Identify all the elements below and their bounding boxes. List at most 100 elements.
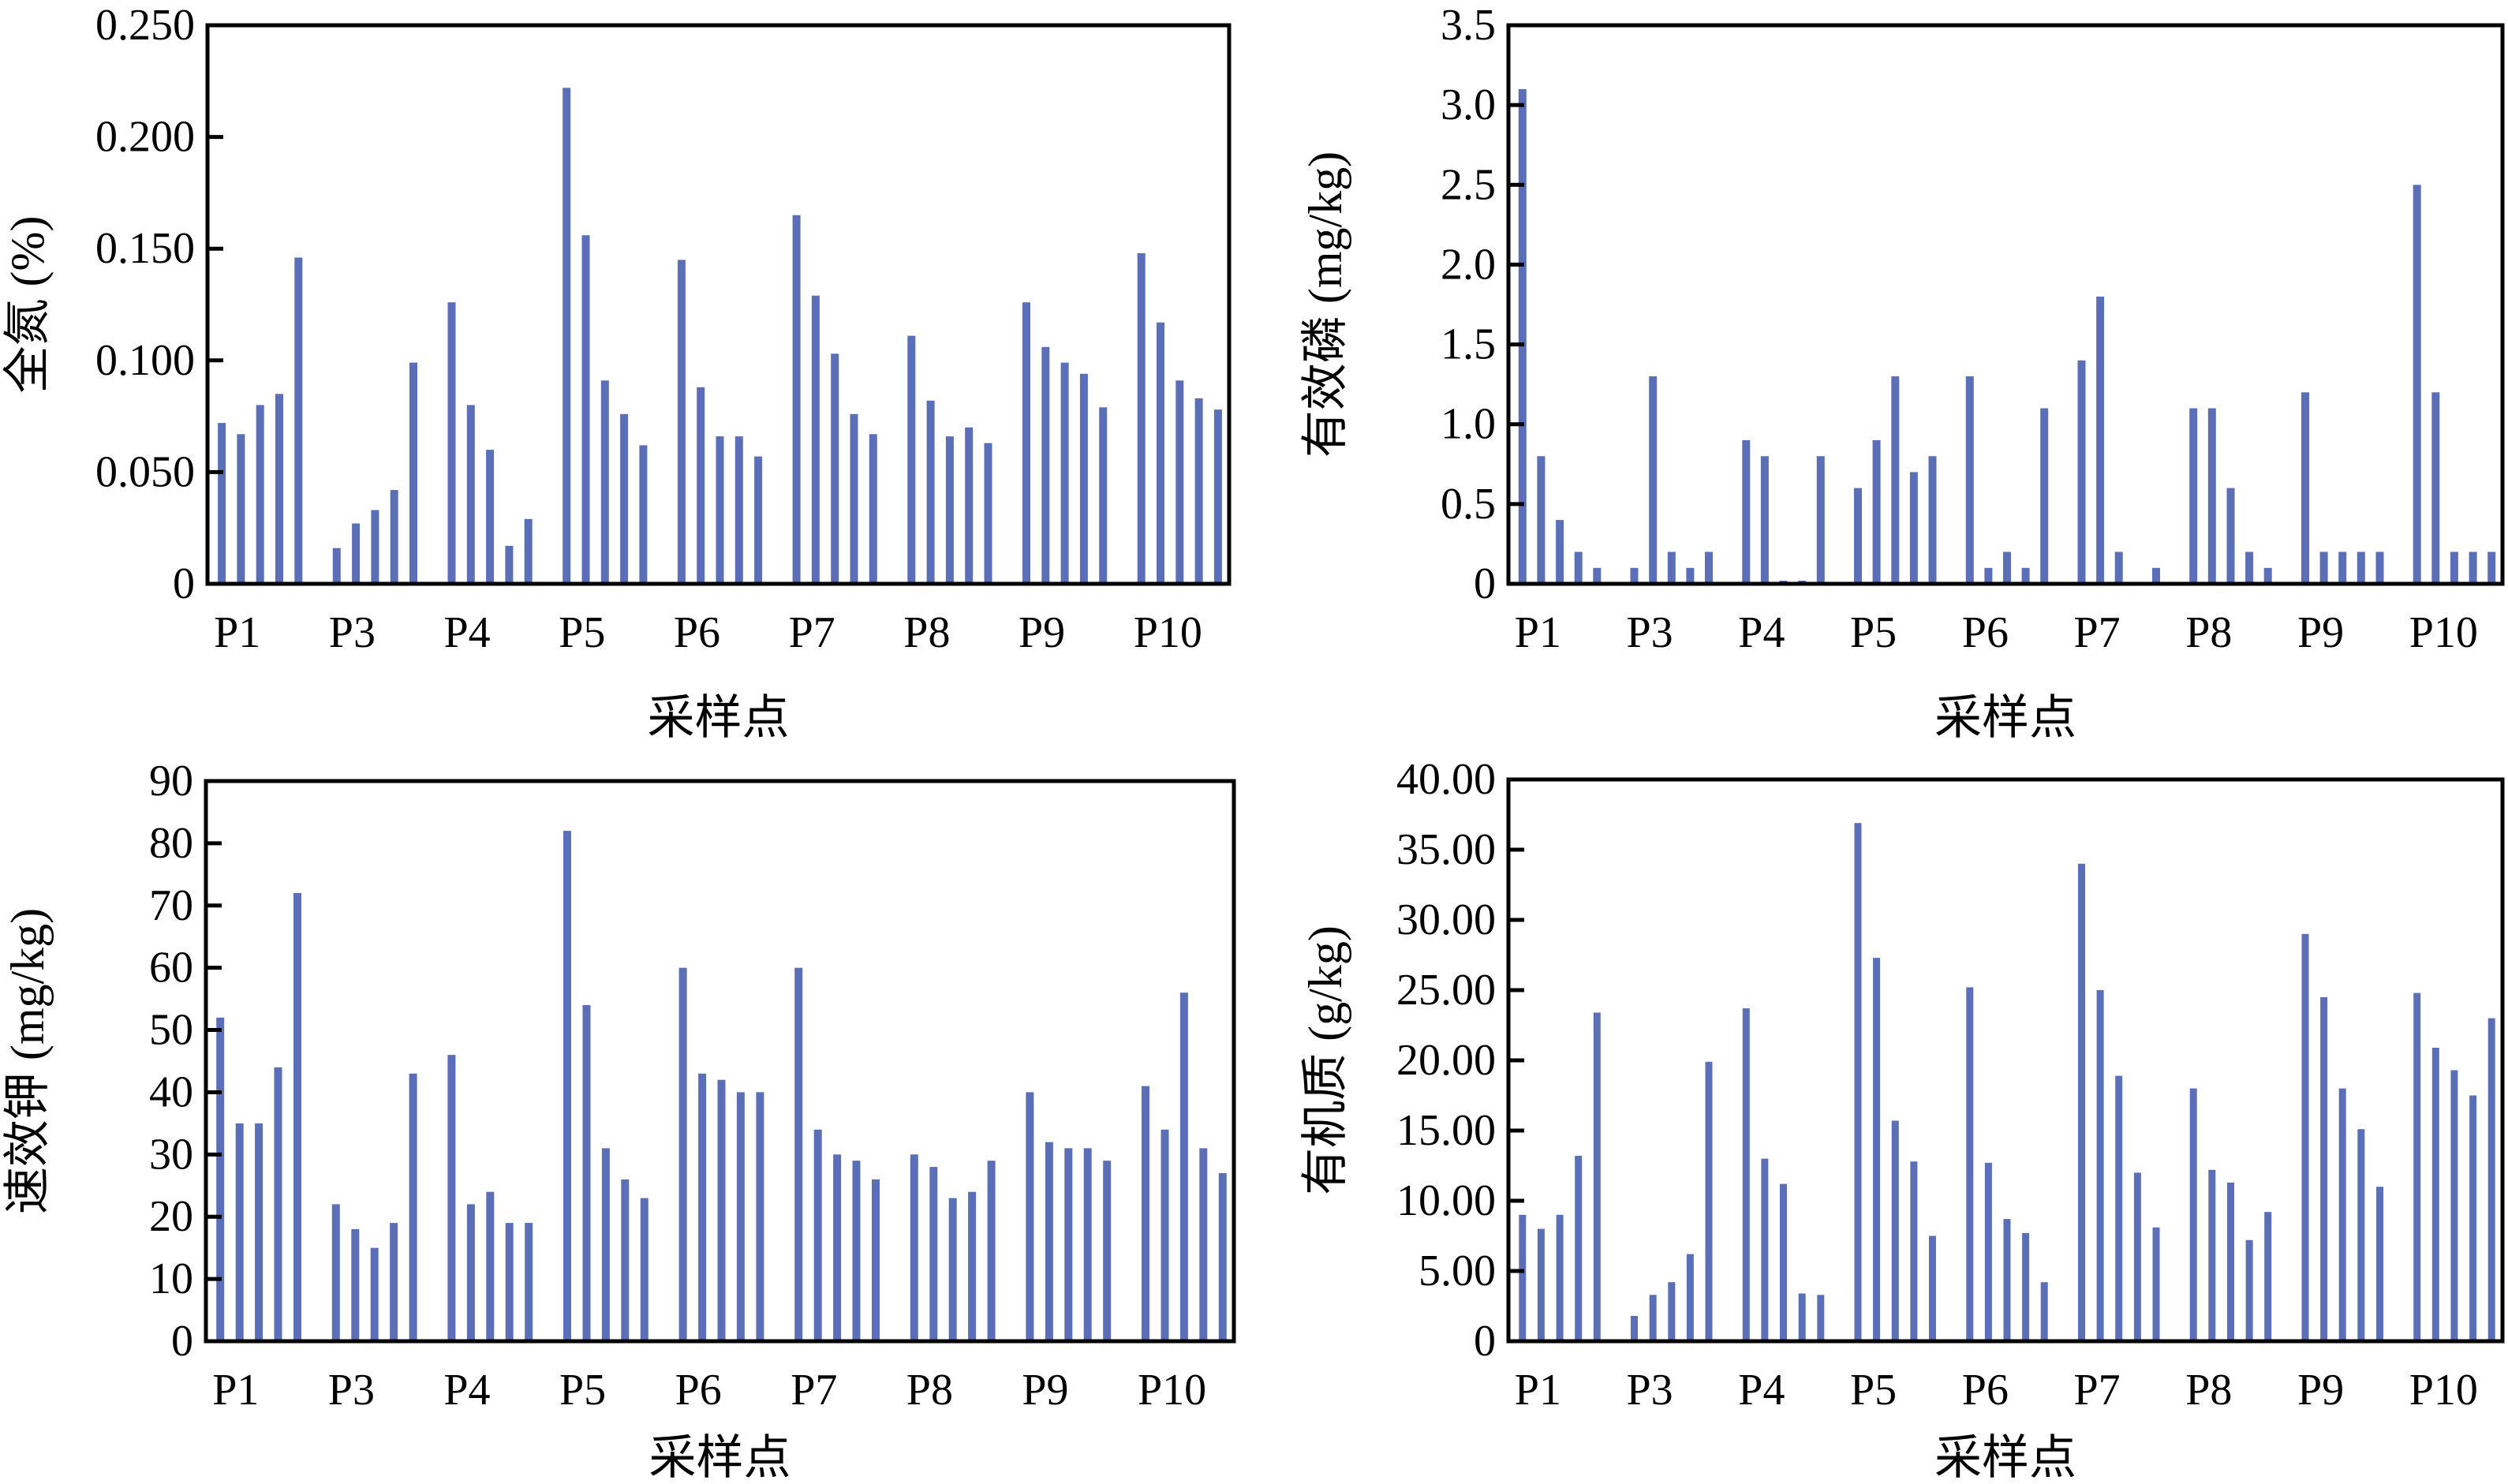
chart-organic-matter: 0 5.00 10.00 15.00 20.00 25.00 30.00 35.00 40.00…: [1299, 755, 2505, 1484]
y-tick-label: 30: [149, 1130, 193, 1179]
y-tick-label: 3.5: [1441, 1, 1496, 50]
bar-p7-4: [852, 1161, 861, 1341]
bar-p6-2: [1984, 567, 1993, 584]
y-tick-label: 70: [149, 881, 193, 930]
bar-p5-1: [1854, 488, 1862, 584]
bar-p3-3: [370, 1247, 379, 1341]
bar-p7-5: [2152, 1227, 2160, 1341]
x-tick-label: P9: [1019, 608, 1065, 657]
bar-p10-2: [2431, 1048, 2439, 1341]
y-tick-label: 0: [1474, 559, 1496, 608]
x-axis-title: 采样点: [1934, 692, 2076, 744]
plot-frame: [205, 23, 1232, 586]
x-tick-label: P10: [1134, 608, 1202, 657]
bar-p3-1: [332, 548, 341, 584]
y-tick-label: 0.250: [95, 1, 195, 50]
bar-p8-4: [2245, 1239, 2253, 1341]
bar-p8-5: [2264, 1212, 2272, 1341]
x-tick-label: P9: [2297, 608, 2344, 657]
bar-p5-4: [1909, 472, 1918, 584]
bar-p10-2: [1161, 1129, 1169, 1341]
bar-p10-3: [2450, 551, 2458, 584]
bar-p6-4: [736, 1092, 745, 1341]
x-tick-label: P3: [1627, 608, 1673, 657]
bar-p3-5: [1705, 551, 1713, 584]
bar-p9-1: [1022, 302, 1030, 584]
x-tick-label: P4: [444, 608, 491, 657]
y-tick-label: 35.00: [1396, 825, 1496, 874]
x-ticks: P1 P3 P4 P5 P6 P7 P8 P9 P10: [214, 608, 1202, 657]
bar-p7-5: [872, 1179, 880, 1341]
bar-p1-1: [1519, 1214, 1527, 1341]
bar-p1-1: [1518, 88, 1527, 584]
bars: [1519, 823, 2495, 1341]
bar-p4-1: [1742, 439, 1751, 584]
bar-p8-4: [968, 1191, 977, 1341]
x-tick-label: P8: [906, 1366, 953, 1415]
y-tick-label: 40: [149, 1067, 193, 1116]
x-tick-label: P4: [443, 1366, 490, 1415]
y-axis-title: 有机质 (g/kg): [1299, 925, 1351, 1195]
bar-p5-4: [620, 413, 629, 584]
x-axis-title: 采样点: [1934, 1432, 2076, 1484]
bar-p10-3: [1176, 380, 1184, 584]
x-tick-label: P9: [2297, 1366, 2344, 1415]
bar-p3-5: [409, 362, 417, 584]
bar-p9-5: [1099, 407, 1108, 584]
bar-p8-5: [2263, 567, 2272, 584]
y-tick-label: 5.00: [1418, 1247, 1496, 1295]
bar-p10-3: [2450, 1070, 2458, 1341]
bar-p6-1: [1966, 987, 1974, 1341]
bar-p4-4: [1798, 1293, 1806, 1341]
bar-p10-2: [2431, 392, 2440, 584]
x-tick-label: P10: [2409, 608, 2478, 657]
bar-p10-1: [1142, 1086, 1149, 1341]
bar-p10-1: [2413, 185, 2421, 585]
y-axis-title: 速效钾 (mg/kg): [2, 908, 54, 1214]
bar-p5-5: [640, 1198, 648, 1341]
bar-p5-5: [1928, 456, 1937, 584]
x-tick-label: P5: [1850, 608, 1897, 657]
y-tick-label: 20.00: [1396, 1036, 1496, 1085]
bar-p9-2: [1041, 346, 1050, 584]
x-tick-label: P3: [329, 608, 376, 657]
bar-p6-3: [717, 1079, 726, 1341]
bar-p5-3: [601, 1148, 610, 1341]
bar-p1-1: [216, 1017, 225, 1341]
bar-p5-1: [563, 88, 571, 585]
bar-p3-2: [1649, 1295, 1657, 1341]
bar-p7-1: [2078, 863, 2085, 1341]
bar-p5-2: [1872, 439, 1881, 584]
bar-p8-1: [2189, 408, 2198, 584]
bar-p7-4: [850, 413, 858, 584]
bar-p7-5: [869, 434, 877, 584]
bar-p7-1: [2077, 360, 2086, 584]
bar-p9-3: [1060, 362, 1069, 584]
x-tick-label: P6: [1962, 1366, 2009, 1415]
x-tick-label: P6: [1962, 608, 2009, 657]
bar-p3-1: [1630, 567, 1639, 584]
bar-p7-2: [813, 1129, 822, 1341]
bar-p7-3: [2115, 1075, 2123, 1341]
y-ticks: 0 5.00 10.00 15.00 20.00 25.00 30.00 35.00 40.00: [1396, 755, 1524, 1366]
bar-p3-3: [1668, 1282, 1676, 1341]
bar-p1-3: [255, 1123, 264, 1341]
y-tick-label: 2.5: [1441, 160, 1496, 209]
x-tick-label: P8: [903, 608, 950, 657]
bar-p1-1: [218, 423, 226, 584]
bar-p8-3: [945, 436, 954, 584]
y-tick-label: 90: [149, 757, 193, 806]
bar-p6-3: [2003, 1219, 2011, 1341]
bar-p7-2: [2096, 296, 2105, 584]
y-tick-label: 60: [149, 944, 193, 992]
y-tick-label: 25.00: [1396, 966, 1496, 1015]
bar-p6-4: [2021, 567, 2030, 584]
y-tick-label: 0.150: [95, 224, 195, 273]
x-tick-label: P7: [791, 1366, 837, 1415]
y-tick-label: 0.050: [95, 447, 195, 496]
bar-p5-1: [1854, 823, 1862, 1341]
bar-p9-4: [1079, 373, 1088, 584]
y-axis-title: 全氮 (%): [2, 216, 54, 394]
